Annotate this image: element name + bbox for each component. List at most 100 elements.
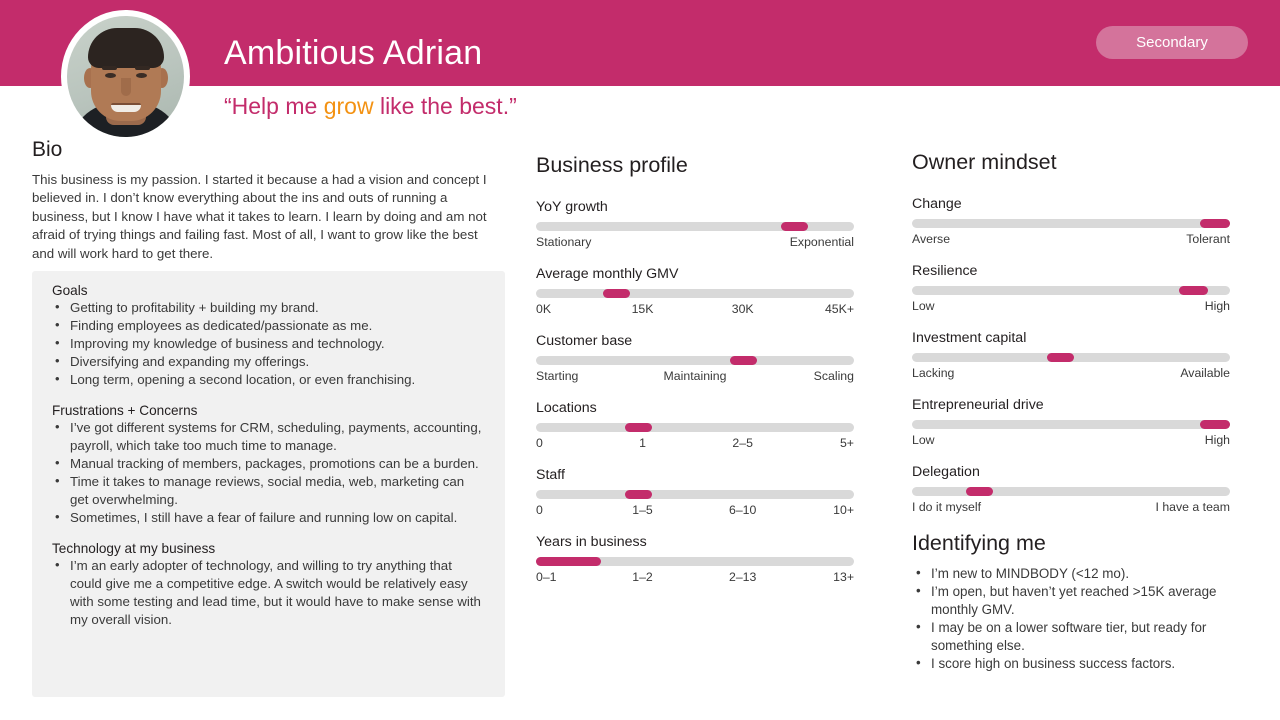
avatar-hair [87, 28, 164, 68]
slider-years-in-business[interactable]: Years in business 0–1 1–2 2–13 13+ [536, 534, 854, 587]
slider-label: Years in business [536, 534, 647, 550]
slider-scale-label: 2–13 [729, 570, 757, 584]
slider-scale-label: 1 [639, 436, 646, 450]
slider-locations[interactable]: Locations 0 1 2–5 5+ [536, 400, 854, 453]
slider-track[interactable] [912, 420, 1230, 429]
slider-change[interactable]: Change Averse Tolerant [912, 196, 1230, 249]
slider-thumb[interactable] [966, 487, 994, 496]
slider-scale-label: Low [912, 299, 935, 313]
owner-mindset-column: Owner mindset Change Averse Tolerant Resili… [912, 150, 1230, 673]
slider-thumb[interactable] [625, 490, 653, 499]
identifying-me-heading: Identifying me [912, 531, 1046, 555]
slider-scale: I do it myself I have a team [912, 500, 1230, 517]
slider-track[interactable] [912, 219, 1230, 228]
slider-scale-label: Scaling [813, 369, 854, 383]
slider-scale: Starting Maintaining Scaling [536, 369, 854, 386]
slider-scale-label: Maintaining [663, 369, 727, 383]
slider-scale-label: Lacking [912, 366, 955, 380]
status-badge: Secondary [1096, 26, 1248, 59]
persona-quote: “Help me grow like the best.” [224, 93, 517, 120]
slider-scale-label: High [1204, 299, 1230, 313]
list-item: Long term, opening a second location, or… [52, 370, 485, 389]
list-item: Improving my knowledge of business and t… [52, 334, 485, 353]
avatar-eye-left [104, 73, 116, 78]
bio-text: This business is my passion. I started i… [32, 172, 487, 261]
slider-scale-label: Starting [536, 369, 579, 383]
slider-scale: 0–1 1–2 2–13 13+ [536, 570, 854, 587]
slider-thumb[interactable] [780, 222, 808, 231]
owner-mindset-sliders: Change Averse Tolerant Resilience Low High Inv… [912, 196, 1230, 517]
slider-scale-label: Stationary [536, 235, 592, 249]
slider-investment-capital[interactable]: Investment capital Lacking Available [912, 330, 1230, 383]
avatar [61, 10, 190, 143]
slider-thumb[interactable] [1199, 420, 1230, 429]
slider-customer-base[interactable]: Customer base Starting Maintaining Scaling [536, 333, 854, 386]
slider-track[interactable] [912, 487, 1230, 496]
list-item: Time it takes to manage reviews, social … [52, 472, 485, 509]
slider-scale: 0 1–5 6–10 10+ [536, 503, 854, 520]
panel-group-heading: Technology at my business [52, 541, 216, 556]
slider-scale-label: Averse [912, 232, 951, 246]
slider-thumb[interactable] [729, 356, 757, 365]
business-profile-sliders: YoY growth Stationary Exponential Average m… [536, 199, 854, 587]
slider-scale-label: Available [1180, 366, 1230, 380]
slider-staff[interactable]: Staff 0 1–5 6–10 10+ [536, 467, 854, 520]
quote-highlight: grow [323, 93, 374, 119]
list-item: I score high on business success factors… [912, 654, 1230, 673]
panel-group-list: Getting to profitability + building my b… [52, 298, 485, 389]
slider-scale-label: Low [912, 433, 935, 447]
slider-track[interactable] [536, 490, 854, 499]
slider-label: Entrepreneurial drive [912, 397, 1044, 413]
list-item: I’m open, but haven’t yet reached >15K a… [912, 582, 1230, 619]
slider-track[interactable] [912, 353, 1230, 362]
slider-scale: Low High [912, 433, 1230, 450]
slider-track[interactable] [536, 557, 854, 566]
slider-track[interactable] [536, 356, 854, 365]
slider-label: Delegation [912, 464, 980, 480]
goals-frustrations-panel: GoalsGetting to profitability + building… [32, 271, 505, 697]
avatar-photo [67, 16, 184, 137]
slider-scale-label: 5+ [839, 436, 854, 450]
slider-scale-label: 30K [731, 302, 754, 316]
avatar-nose [120, 78, 131, 96]
slider-scale-label: High [1204, 433, 1230, 447]
business-profile-heading: Business profile [536, 153, 688, 177]
list-item: Diversifying and expanding my offerings. [52, 352, 485, 371]
slider-thumb[interactable] [602, 289, 630, 298]
slider-scale-label: 2–5 [732, 436, 753, 450]
avatar-mouth [110, 103, 141, 112]
slider-label: Resilience [912, 263, 978, 279]
avatar-brow-right [134, 66, 150, 70]
slider-thumb[interactable] [1179, 286, 1208, 295]
avatar-eye-right [135, 73, 147, 78]
slider-label: Investment capital [912, 330, 1027, 346]
slider-scale-label: 0 [536, 503, 543, 517]
slider-entrepreneurial-drive[interactable]: Entrepreneurial drive Low High [912, 397, 1230, 450]
slider-thumb[interactable] [1047, 353, 1075, 362]
slider-resilience[interactable]: Resilience Low High [912, 263, 1230, 316]
slider-thumb[interactable] [536, 557, 602, 566]
owner-mindset-heading: Owner mindset [912, 150, 1057, 174]
header-band [0, 0, 1280, 86]
slider-yoy-growth[interactable]: YoY growth Stationary Exponential [536, 199, 854, 252]
slider-scale-label: 0K [536, 302, 552, 316]
slider-track[interactable] [536, 222, 854, 231]
panel-group-heading: Frustrations + Concerns [52, 403, 198, 418]
slider-track[interactable] [912, 286, 1230, 295]
slider-thumb[interactable] [1199, 219, 1230, 228]
slider-scale-label: 45K+ [824, 302, 854, 316]
slider-scale-label: I have a team [1155, 500, 1230, 514]
list-item: I may be on a lower software tier, but r… [912, 618, 1230, 655]
panel-group-list: I’m an early adopter of technology, and … [52, 556, 485, 629]
slider-label: Average monthly GMV [536, 266, 679, 282]
slider-thumb[interactable] [625, 423, 653, 432]
slider-average-monthly-gmv[interactable]: Average monthly GMV 0K 15K 30K 45K+ [536, 266, 854, 319]
bio-heading: Bio [32, 138, 63, 161]
slider-label: Customer base [536, 333, 633, 349]
slider-track[interactable] [536, 423, 854, 432]
slider-delegation[interactable]: Delegation I do it myself I have a team [912, 464, 1230, 517]
list-item: Finding employees as dedicated/passionat… [52, 316, 485, 335]
slider-label: Staff [536, 467, 565, 483]
slider-track[interactable] [536, 289, 854, 298]
